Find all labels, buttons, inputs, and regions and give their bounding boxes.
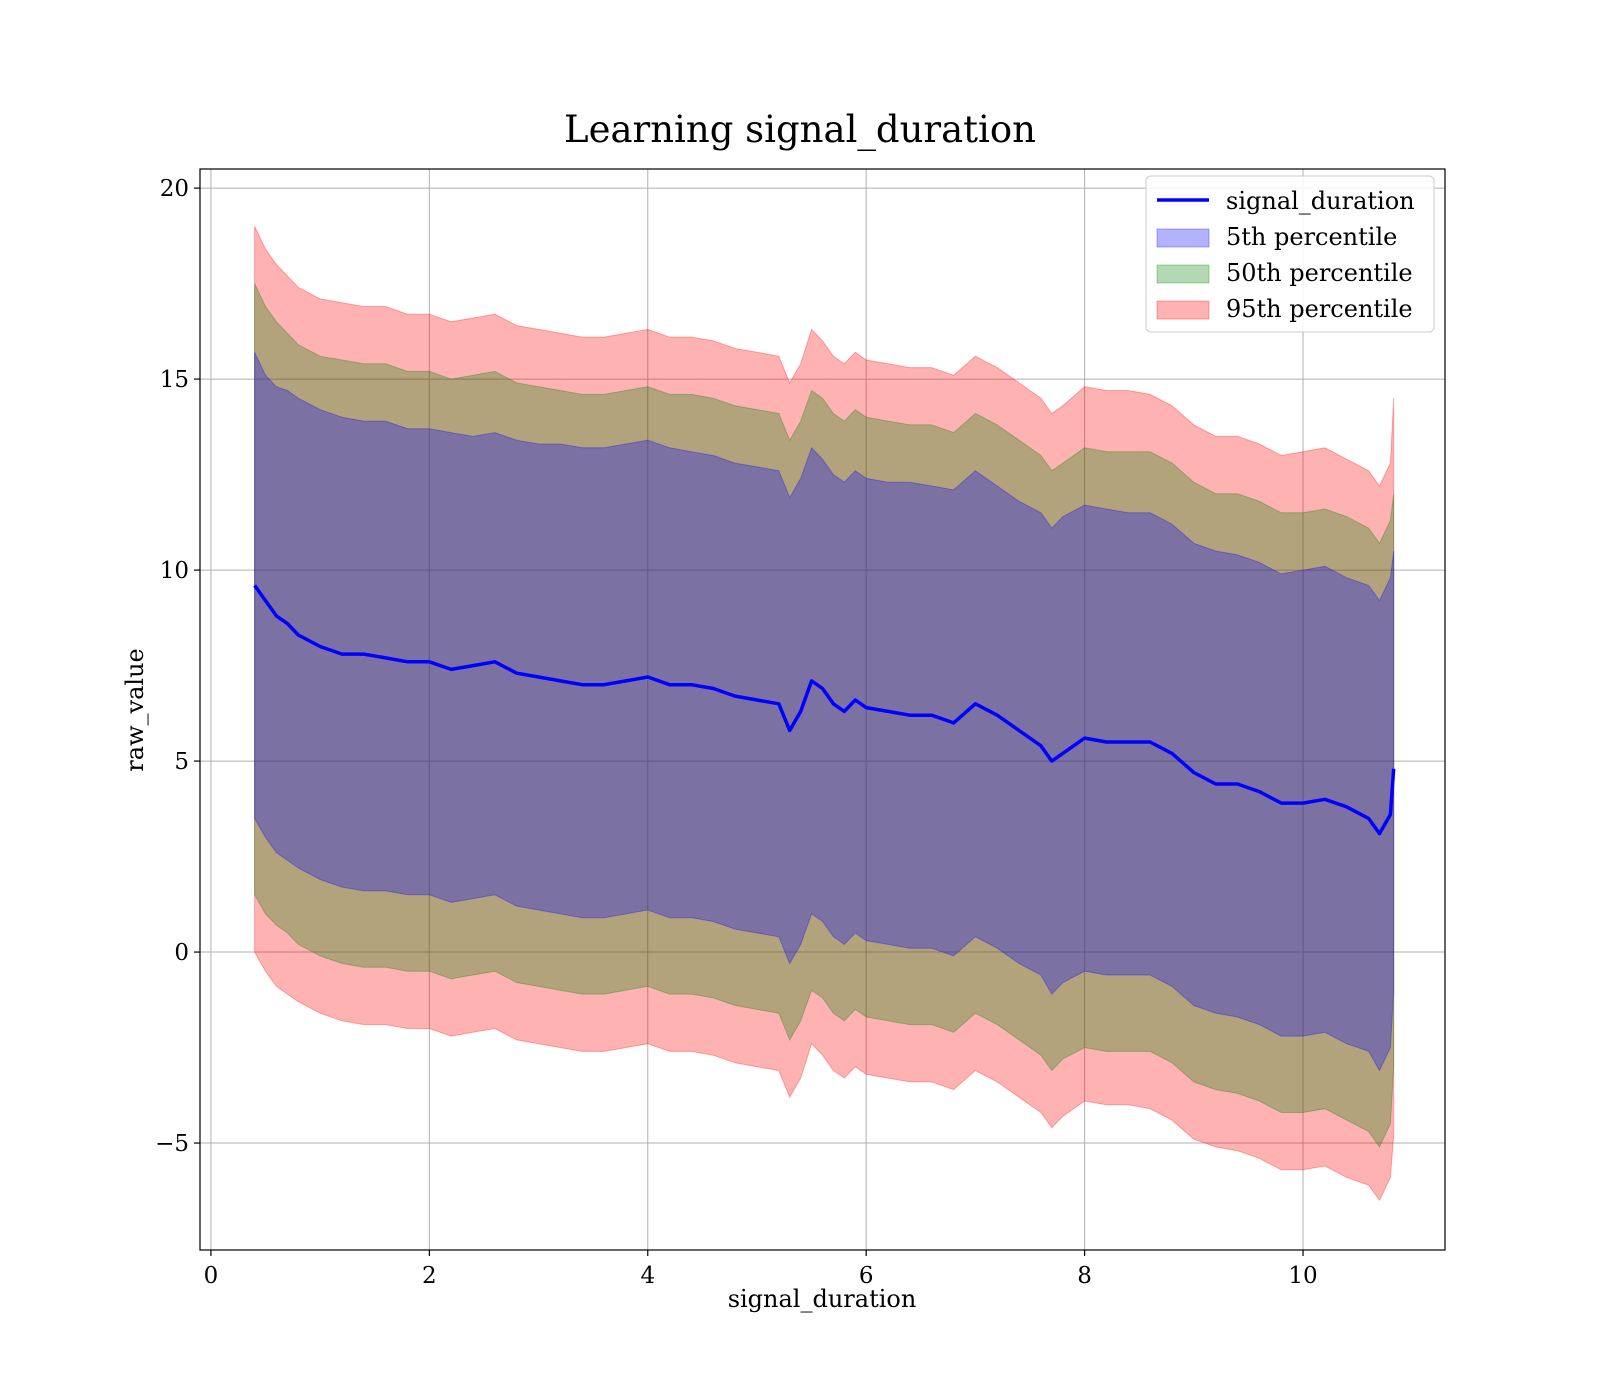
band-95th-percentile [254,226,1395,1202]
legend-frame [1145,175,1435,333]
y-tick-label-5: −5 [155,1131,189,1157]
x-axis-ticks: 0 2 4 6 8 10 [204,1250,1318,1289]
band-50th-percentile [254,283,1395,1148]
legend-label-95th-percentile: 95th percentile [1226,295,1413,323]
legend-label-50th-percentile: 50th percentile [1226,259,1413,287]
legend-swatch-5th-percentile [1156,228,1210,248]
chart-title: Learning signal_duration [564,108,1036,152]
x-tick-label-2: 2 [422,1263,437,1289]
x-tick-label-6: 6 [859,1263,874,1289]
y-axis-label: raw_value [121,648,149,772]
x-tick-label-4: 4 [640,1263,655,1289]
legend-swatch-95th-percentile [1156,300,1210,320]
y-tick-label-0: 0 [174,940,189,966]
legend: signal_duration 5th percentile 50th perc… [1145,175,1435,333]
grid [200,169,1445,1250]
legend-swatch-50th-percentile [1156,264,1210,284]
series-lines [253,584,1396,836]
y-tick-label-10: 10 [160,558,189,584]
x-axis-label: signal_duration [728,1285,917,1313]
y-tick-label-15: 15 [160,367,189,393]
legend-label-signal-duration: signal_duration [1226,187,1415,215]
y-tick-label-5: 5 [174,749,189,775]
x-tick-label-0: 0 [204,1263,219,1289]
plot-frame [199,168,1446,1251]
percentile-bands [254,226,1395,1202]
y-tick-label-20: 20 [160,176,189,202]
series-line-signal-duration [253,584,1396,836]
x-tick-label-8: 8 [1077,1263,1092,1289]
x-tick-label-10: 10 [1288,1263,1317,1289]
y-axis-ticks: −5 0 5 10 15 20 [155,176,200,1157]
band-5th-percentile [254,352,1395,1072]
legend-label-5th-percentile: 5th percentile [1226,223,1397,251]
